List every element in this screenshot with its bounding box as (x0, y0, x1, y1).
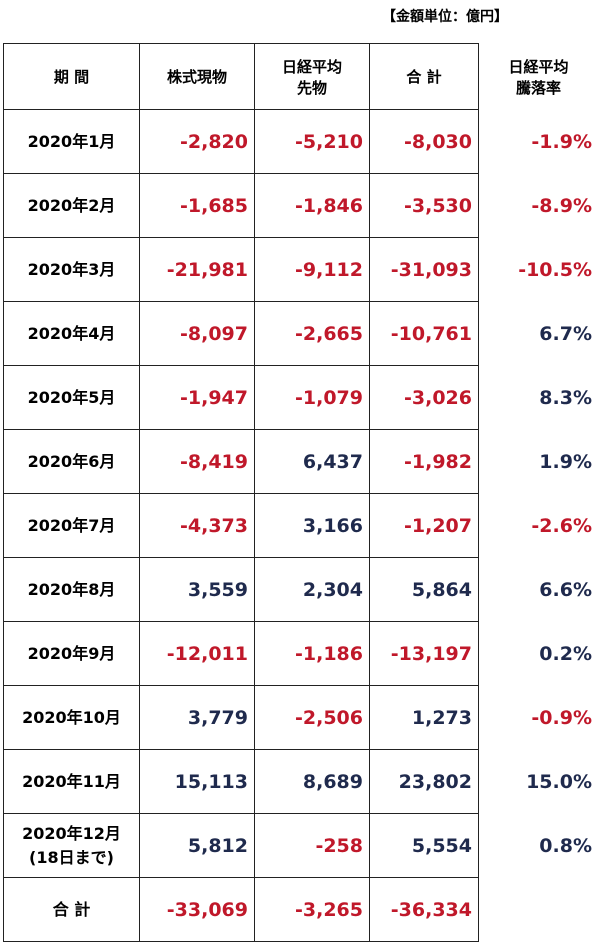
value-cell: -36,334 (369, 877, 479, 942)
header-cell: 株式現物 (139, 43, 255, 110)
value-cell: 8,689 (254, 749, 370, 814)
row-label: 2020年8月 (3, 557, 140, 622)
header-cell: 合 計 (369, 43, 479, 110)
table-row: 2020年12月 (18日まで) 5,812 -258 5,554 0.8% (3, 813, 599, 878)
value-cell: -2.6% (531, 514, 592, 537)
header-row: 期 間株式現物 日経平均 先物合 計日経平均 騰落率 (3, 43, 599, 110)
value-cell: -10,761 (369, 301, 479, 366)
table-body: 2020年1月 -2,820 -5,210 -8,030 -1.9% 2020年2月 -1,… (3, 109, 599, 942)
row-label: 2020年9月 (3, 621, 140, 686)
value-cell: 2,304 (254, 557, 370, 622)
header-cell: 日経平均 騰落率 (508, 57, 569, 97)
table-row: 2020年4月 -8,097 -2,665 -10,761 6.7% (3, 301, 599, 366)
value-cell: 0.2% (539, 642, 592, 665)
table-row: 合 計 -33,069 -3,265 -36,334 (3, 877, 599, 942)
value-cell: -1,079 (254, 365, 370, 430)
value-cell: -8,030 (369, 109, 479, 174)
header-cell: 日経平均 先物 (254, 43, 370, 110)
table-row: 2020年11月 15,113 8,689 23,802 15.0% (3, 749, 599, 814)
value-cell: 5,812 (139, 813, 255, 878)
value-cell: -1,186 (254, 621, 370, 686)
value-cell: -3,265 (254, 877, 370, 942)
value-cell: -4,373 (139, 493, 255, 558)
row-label: 2020年2月 (3, 173, 140, 238)
value-cell: -12,011 (139, 621, 255, 686)
table-row: 2020年9月 -12,011 -1,186 -13,197 0.2% (3, 621, 599, 686)
value-cell: 6,437 (254, 429, 370, 494)
table-row: 2020年6月 -8,419 6,437 -1,982 1.9% (3, 429, 599, 494)
table-row: 2020年10月 3,779 -2,506 1,273 -0.9% (3, 685, 599, 750)
unit-note: 【金額単位：億円】 (382, 9, 508, 25)
value-cell: -13,197 (369, 621, 479, 686)
row-label: 2020年11月 (3, 749, 140, 814)
row-label: 2020年5月 (3, 365, 140, 430)
value-cell: -33,069 (139, 877, 255, 942)
value-cell: -5,210 (254, 109, 370, 174)
table-row: 2020年5月 -1,947 -1,079 -3,026 8.3% (3, 365, 599, 430)
row-label: 2020年12月 (18日まで) (3, 813, 140, 878)
value-cell: -31,093 (369, 237, 479, 302)
value-cell: -2,665 (254, 301, 370, 366)
value-cell: 15.0% (526, 770, 592, 793)
value-cell: 0.8% (539, 834, 592, 857)
value-cell: -1,846 (254, 173, 370, 238)
value-cell: 3,779 (139, 685, 255, 750)
row-label: 2020年7月 (3, 493, 140, 558)
value-cell: 5,864 (369, 557, 479, 622)
value-cell: -258 (254, 813, 370, 878)
value-cell: -1,207 (369, 493, 479, 558)
table-row: 2020年1月 -2,820 -5,210 -8,030 -1.9% (3, 109, 599, 174)
value-cell: 3,166 (254, 493, 370, 558)
value-cell: -10.5% (518, 258, 592, 281)
value-cell: -9,112 (254, 237, 370, 302)
value-cell (479, 878, 599, 942)
row-label: 2020年6月 (3, 429, 140, 494)
value-cell: -0.9% (531, 706, 592, 729)
row-label: 2020年10月 (3, 685, 140, 750)
table-row: 2020年7月 -4,373 3,166 -1,207 -2.6% (3, 493, 599, 558)
value-cell: -1,947 (139, 365, 255, 430)
value-cell: 5,554 (369, 813, 479, 878)
value-cell: 23,802 (369, 749, 479, 814)
value-cell: -2,506 (254, 685, 370, 750)
row-label: 2020年4月 (3, 301, 140, 366)
value-cell: -1.9% (531, 130, 592, 153)
value-cell: 3,559 (139, 557, 255, 622)
value-cell: -1,982 (369, 429, 479, 494)
table-row: 2020年3月 -21,981 -9,112 -31,093 -10.5% (3, 237, 599, 302)
row-label: 2020年3月 (3, 237, 140, 302)
value-cell: -8,419 (139, 429, 255, 494)
row-label: 合 計 (3, 877, 140, 942)
value-cell: 8.3% (539, 386, 592, 409)
row-label: 2020年1月 (3, 109, 140, 174)
value-cell: -8,097 (139, 301, 255, 366)
value-cell: -3,530 (369, 173, 479, 238)
value-cell: -2,820 (139, 109, 255, 174)
value-cell: 1.9% (539, 450, 592, 473)
header-cell: 期 間 (3, 43, 140, 110)
table: 期 間株式現物 日経平均 先物合 計日経平均 騰落率 2020年1月 -2,820-… (3, 43, 599, 942)
value-cell: 1,273 (369, 685, 479, 750)
value-cell: -3,026 (369, 365, 479, 430)
value-cell: 15,113 (139, 749, 255, 814)
value-cell: -21,981 (139, 237, 255, 302)
value-cell: 6.6% (539, 578, 592, 601)
table-row: 2020年8月 3,559 2,304 5,864 6.6% (3, 557, 599, 622)
value-cell: 6.7% (539, 322, 592, 345)
value-cell: -8.9% (531, 194, 592, 217)
value-cell: -1,685 (139, 173, 255, 238)
table-row: 2020年2月 -1,685 -1,846 -3,530 -8.9% (3, 173, 599, 238)
